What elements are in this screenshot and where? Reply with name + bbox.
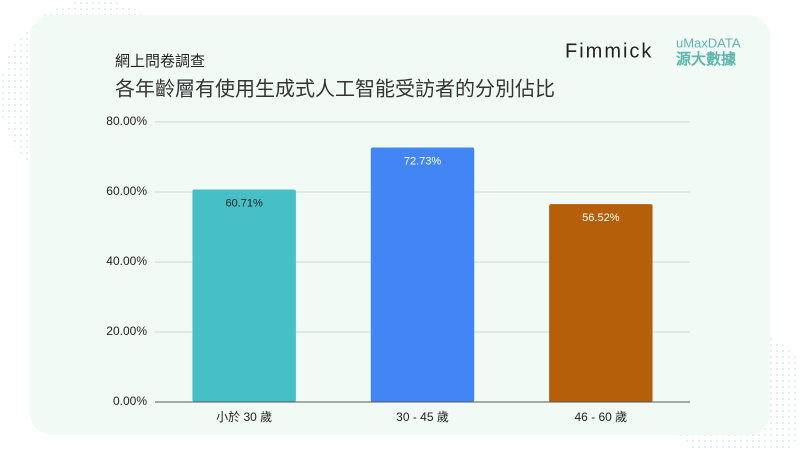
x-tick-label: 46 - 60 歲 [574,410,627,424]
chart-title: 各年齡層有使用生成式人工智能受訪者的分別佔比 [115,77,555,100]
bar [549,204,653,402]
value-label: 72.73% [404,155,442,167]
value-label: 56.52% [582,212,620,224]
bar [370,147,475,402]
logo: 源大數據 [676,50,737,68]
bar [192,189,296,402]
y-tick-label: 40.00% [106,254,147,268]
y-tick-label: 60.00% [106,184,147,198]
logo: Fimmick [565,40,653,62]
x-tick-label: 30 - 45 歲 [396,410,449,424]
y-tick-label: 80.00% [106,114,147,128]
value-label: 60.71% [226,197,264,209]
x-tick-label: 小於 30 歲 [216,409,272,424]
logo: uMaxDATA [676,35,741,50]
y-tick-label: 20.00% [106,324,147,338]
chart-subtitle: 網上問卷調查 [115,53,205,70]
y-tick-label: 0.00% [113,394,147,408]
